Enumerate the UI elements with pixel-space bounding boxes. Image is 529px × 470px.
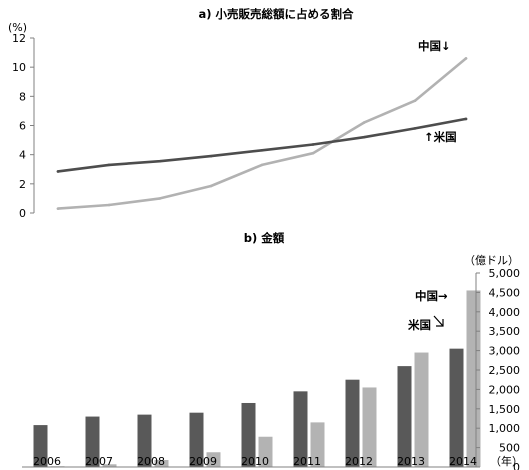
china-bar-2014 [466,290,481,467]
us-bar-2006 [33,425,48,467]
us-share-point [413,127,417,130]
chart-b-x-tick-labels: 2006 2007 2008 2009 2010 2011 2012 2013 2014 [33,455,477,468]
us-bar-2014 [449,348,464,467]
chart-b-y-tick-labels: 0 500 1,000 1,500 2,000 2,500 3,000 3,500 4,000 4… [489,267,521,470]
chart-a-series-lines [56,57,468,210]
chart-b-y-tick-label: 5,000 [489,267,521,280]
chart-b-y-tick-label: 3,500 [489,325,521,338]
us-share-point [362,135,366,139]
chart-b-y-tick-label: 1,000 [489,422,521,435]
chart-b-x-tick-label: 2008 [137,455,165,468]
us-bar-2011 [293,391,308,467]
chart-b-x-tick-label: 2009 [189,455,217,468]
us-series-label: ↑米国 [424,130,457,144]
china-share-point [464,57,468,60]
chart-b-axes [22,272,480,468]
us-bar-2012 [345,379,360,467]
chart-b-bars [33,290,481,467]
chart-b-y-tick-label: 4,000 [489,306,521,319]
china-bar-2010 [258,436,273,467]
chart-b-x-unit: （年） [490,454,523,468]
china-share-point [209,184,213,188]
chart-b-x-tick-label: 2006 [33,455,61,468]
china-bar-2007 [102,464,117,467]
chart-b-title: b) 金額 [244,231,285,245]
china-share-point [362,121,366,124]
us-bar-2007 [85,416,100,467]
china-share-point [311,151,315,155]
us-share-point [311,143,315,146]
chart-b-x-tick-label: 2010 [241,455,269,468]
us-bar-2010 [241,402,256,467]
china-bar-2011 [310,422,325,467]
chart-a-y-tick-label: 0 [19,207,26,220]
china-series-label: 中国↓ [418,39,451,53]
china-share-point [56,207,60,210]
chart-b-x-tick-label: 2011 [293,455,321,468]
us-arrow-shaft [433,315,444,327]
us-bar-arrow [433,315,444,327]
china-share-point [158,197,162,200]
chart-a-y-tick-label: 6 [19,120,26,133]
chart-a-y-axis [30,37,35,214]
chart-b-x-tick-label: 2007 [85,455,113,468]
china-bar-2008 [154,460,169,467]
us-arrow-head [436,319,444,327]
china-share-line [56,57,468,210]
us-share-point [107,163,111,167]
chart-b-y-unit: （億ドル） [464,254,519,267]
chart-b-y-tick-label: 0 [513,461,520,470]
chart-a-title: a) 小売販売総額に占める割合 [198,7,354,21]
chart-a-y-tick-label: 8 [19,90,26,103]
us-share-point [56,170,60,173]
chart-b-x-tick-label: 2014 [449,455,477,468]
chart-b-x-tick-label: 2013 [397,455,425,468]
chart-a-y-tick-label: 2 [19,178,26,191]
chart-a-y-unit: (%) [8,21,27,34]
us-share-point [464,117,468,121]
china-bar-2013 [414,352,429,467]
chart-a-y-tick-label: 12 [12,32,26,45]
china-share-point [413,99,417,103]
chart-a-y-tick-label: 4 [19,149,26,162]
chart-b-y-tick-label: 2,000 [489,383,521,396]
retail-share-line-chart: a) 小売販売総額に占める割合 (%) 0 2 4 6 8 10 12 中国↓ ↑米国 [8,7,468,220]
china-bar-label: 中国→ [415,289,448,303]
chart-b-y-tick-label: 4,500 [489,286,521,299]
chart-a-y-tick-label: 10 [12,61,26,74]
us-share-point [209,154,213,158]
chart-b-y-tick-label: 3,000 [489,345,521,358]
us-share-line [56,117,468,173]
us-share-point [158,159,162,163]
us-bar-2013 [397,366,412,467]
us-bar-label: 米国 [407,318,431,332]
us-share-point [260,148,264,152]
china-bar-2012 [362,387,377,467]
us-bar-2008 [137,414,152,467]
amount-bar-chart: b) 金額 （億ドル） 0 500 1,000 1,500 2,000 2,500 3,00… [22,231,523,470]
chart-b-y-tick-label: 1,500 [489,403,521,416]
chart-b-x-tick-label: 2012 [345,455,373,468]
chart-a-y-tick-labels: 0 2 4 6 8 10 12 [12,32,26,220]
china-share-point [260,163,264,167]
china-bar-2009 [206,452,221,467]
china-share-point [107,203,111,207]
chart-b-y-tick-label: 500 [499,442,520,455]
us-bar-2009 [189,412,204,467]
chart-b-y-tick-label: 2,500 [489,364,521,377]
